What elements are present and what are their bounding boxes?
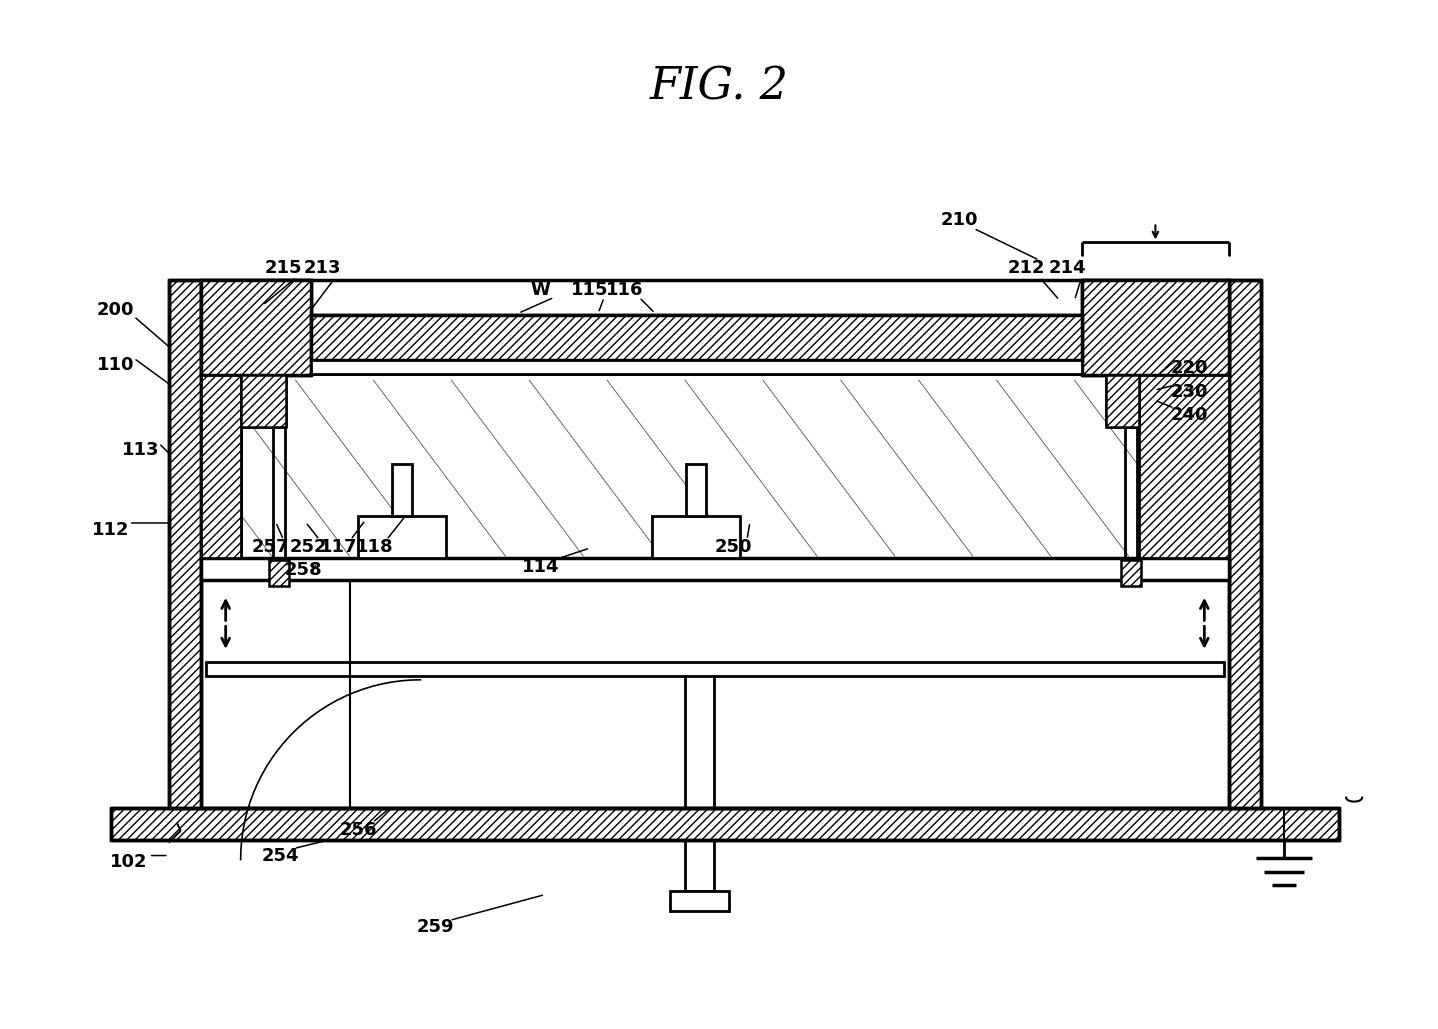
Bar	[358, 516, 446, 558]
Bar	[311, 315, 1081, 360]
Text: FIG. 2: FIG. 2	[650, 66, 788, 109]
Text: 117: 117	[319, 538, 357, 556]
Text: 212: 212	[1008, 259, 1045, 278]
Bar	[1122, 560, 1142, 586]
Bar	[686, 464, 706, 516]
Bar	[1229, 280, 1261, 808]
Bar	[206, 662, 1224, 676]
Bar	[1139, 376, 1229, 558]
Bar	[393, 464, 413, 516]
Text: 210: 210	[940, 211, 978, 229]
Text: 254: 254	[262, 847, 299, 864]
Text: 113: 113	[122, 441, 160, 459]
Bar	[269, 560, 289, 586]
Text: 240: 240	[1171, 406, 1208, 424]
Text: 213: 213	[303, 259, 341, 278]
Text: 110: 110	[98, 356, 135, 375]
Text: 214: 214	[1048, 259, 1086, 278]
Bar	[311, 360, 1081, 375]
Bar	[240, 376, 286, 427]
Text: 200: 200	[98, 301, 135, 319]
Text: W: W	[531, 281, 551, 299]
Text: 112: 112	[92, 521, 129, 539]
Text: 118: 118	[355, 538, 393, 556]
Text: 114: 114	[522, 558, 559, 576]
Text: 256: 256	[339, 820, 377, 839]
Text: 220: 220	[1171, 359, 1208, 378]
Text: 258: 258	[285, 561, 322, 579]
Bar	[201, 376, 240, 558]
Text: 250: 250	[715, 538, 752, 556]
Bar	[670, 891, 729, 912]
Bar	[651, 516, 741, 558]
Text: 102: 102	[111, 853, 148, 871]
Text: 252: 252	[290, 538, 328, 556]
Bar	[1081, 280, 1229, 376]
Bar	[201, 280, 311, 376]
Bar	[168, 280, 201, 808]
Text: 115: 115	[571, 281, 608, 299]
Text: 230: 230	[1171, 383, 1208, 401]
Bar	[1106, 376, 1139, 427]
Text: 259: 259	[417, 919, 454, 936]
Bar	[111, 808, 1339, 840]
Bar	[201, 558, 1229, 580]
Text: 215: 215	[265, 259, 302, 278]
Text: 116: 116	[607, 281, 644, 299]
Text: 257: 257	[252, 538, 289, 556]
